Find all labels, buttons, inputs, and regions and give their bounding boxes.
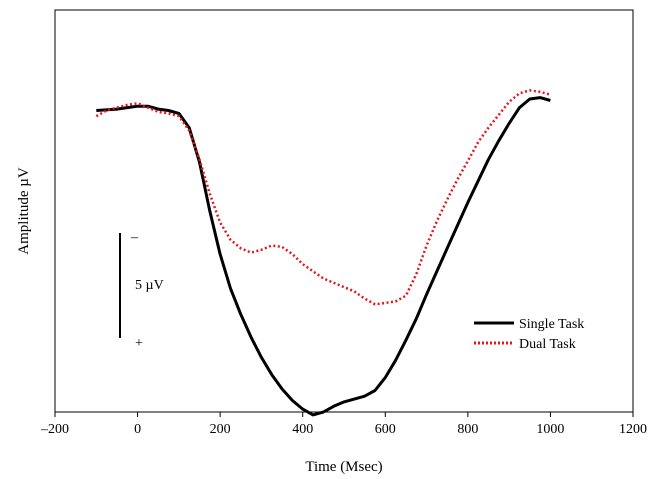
legend-label-single-task: Single Task: [519, 317, 584, 332]
x-tick-label: 400: [292, 422, 313, 437]
scale-bar: – 5 µV +: [119, 230, 164, 351]
x-tick-label: –200: [40, 422, 69, 437]
x-tick-label: 0: [134, 422, 141, 437]
x-tick-label: 600: [375, 422, 396, 437]
legend-label-dual-task: Dual Task: [519, 337, 576, 352]
series-line-dual-task: [95, 89, 551, 306]
x-axis-label: Time (Msec): [305, 459, 382, 475]
series-layer: [95, 89, 551, 417]
scale-bar-bottom-sign: +: [135, 336, 143, 351]
series-line-single-task: [96, 96, 551, 417]
scale-bar-top-sign: –: [130, 230, 139, 245]
y-axis-label: Amplitude µV: [16, 167, 32, 255]
x-tick-label: 800: [457, 422, 478, 437]
plot-frame: [54, 9, 634, 413]
x-axis-ticks: –200 0 200 400 600 800 1000 1200: [40, 412, 647, 437]
legend: Single Task Dual Task: [474, 317, 584, 352]
x-tick-label: 1200: [619, 422, 647, 437]
scale-bar-label: 5 µV: [135, 278, 164, 293]
x-tick-label: 200: [210, 422, 231, 437]
x-tick-label: 1000: [536, 422, 564, 437]
